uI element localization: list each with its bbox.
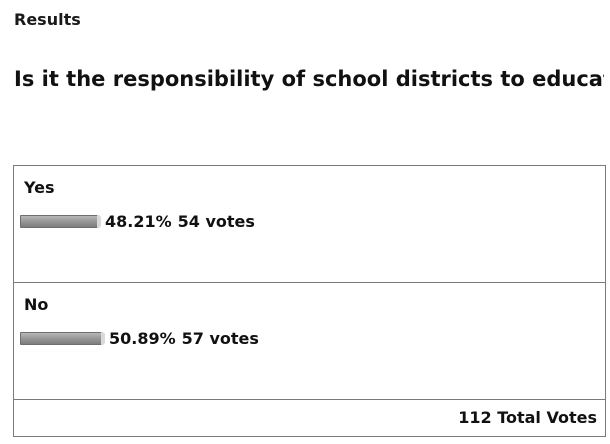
total-votes-cell: 112 Total Votes	[13, 399, 606, 437]
option-result: 50.89% 57 votes	[20, 329, 259, 348]
poll-option-row: No 50.89% 57 votes	[13, 282, 606, 400]
result-bar-cap	[101, 332, 105, 345]
option-result: 48.21% 54 votes	[20, 212, 255, 231]
option-votes: 54 votes	[177, 212, 255, 231]
result-bar-cap	[97, 215, 101, 228]
result-bar	[20, 215, 101, 228]
poll-question: Is it the responsibility of school distr…	[14, 67, 604, 91]
option-percent: 50.89%	[109, 329, 176, 348]
option-label: No	[24, 295, 49, 314]
option-votes: 57 votes	[181, 329, 259, 348]
poll-option-row: Yes 48.21% 54 votes	[13, 165, 606, 283]
results-heading: Results	[14, 10, 81, 29]
option-label: Yes	[24, 178, 55, 197]
result-bar	[20, 332, 105, 345]
poll-option-yes: Yes 48.21% 54 votes	[13, 165, 606, 283]
poll-results-table: Yes 48.21% 54 votes No 50.89% 57 votes 1…	[13, 165, 606, 437]
total-votes: 112 Total Votes	[458, 408, 597, 427]
option-percent: 48.21%	[105, 212, 172, 231]
poll-total-row: 112 Total Votes	[13, 399, 606, 437]
poll-option-no: No 50.89% 57 votes	[13, 282, 606, 400]
